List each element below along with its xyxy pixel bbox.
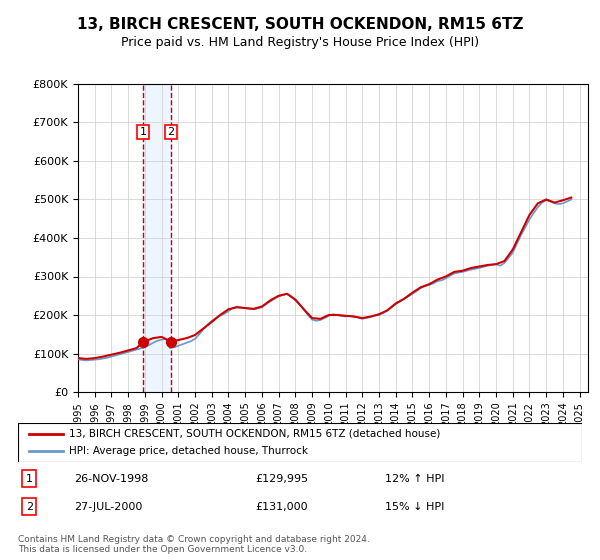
Text: 27-JUL-2000: 27-JUL-2000	[74, 502, 143, 512]
Text: 15% ↓ HPI: 15% ↓ HPI	[385, 502, 444, 512]
Text: HPI: Average price, detached house, Thurrock: HPI: Average price, detached house, Thur…	[69, 446, 308, 456]
Text: 12% ↑ HPI: 12% ↑ HPI	[385, 474, 444, 484]
FancyBboxPatch shape	[18, 423, 582, 462]
Text: Price paid vs. HM Land Registry's House Price Index (HPI): Price paid vs. HM Land Registry's House …	[121, 36, 479, 49]
Text: 26-NOV-1998: 26-NOV-1998	[74, 474, 149, 484]
Text: 13, BIRCH CRESCENT, SOUTH OCKENDON, RM15 6TZ (detached house): 13, BIRCH CRESCENT, SOUTH OCKENDON, RM15…	[69, 429, 440, 439]
Text: £131,000: £131,000	[255, 502, 308, 512]
Bar	[143, 84, 171, 392]
Text: 2: 2	[26, 502, 33, 512]
Text: £129,995: £129,995	[255, 474, 308, 484]
Text: 2: 2	[167, 127, 175, 137]
Text: 1: 1	[26, 474, 33, 484]
Text: 13, BIRCH CRESCENT, SOUTH OCKENDON, RM15 6TZ: 13, BIRCH CRESCENT, SOUTH OCKENDON, RM15…	[77, 17, 523, 32]
Text: Contains HM Land Registry data © Crown copyright and database right 2024.
This d: Contains HM Land Registry data © Crown c…	[18, 535, 370, 554]
Text: 1: 1	[140, 127, 147, 137]
